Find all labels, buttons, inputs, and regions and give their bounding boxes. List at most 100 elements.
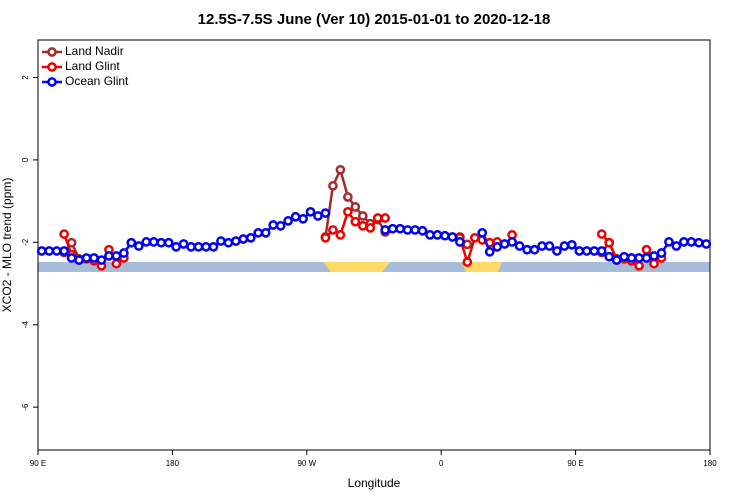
data-point: [141, 237, 152, 247]
y-tick-label: -4: [21, 321, 30, 329]
x-tick-label: 90 E: [30, 459, 46, 468]
data-point: [693, 237, 704, 248]
data-point: [686, 237, 697, 247]
data-point: [119, 248, 129, 258]
data-point: [350, 216, 361, 227]
legend-marker: [47, 77, 57, 87]
data-point: [335, 164, 346, 175]
y-tick-label: 2: [21, 75, 30, 80]
surface-band: [38, 262, 710, 272]
legend-label: Land Nadir: [65, 44, 124, 58]
x-tick-label: 180: [703, 459, 717, 468]
x-tick-label: 0: [439, 459, 444, 468]
data-point: [186, 242, 196, 252]
data-point: [380, 213, 391, 223]
data-point: [432, 230, 443, 240]
data-point: [552, 246, 562, 256]
data-point: [268, 220, 279, 230]
data-point: [402, 225, 413, 235]
data-point: [313, 211, 323, 221]
data-point: [581, 246, 592, 256]
data-point: [253, 227, 264, 238]
data-point: [447, 232, 458, 242]
data-point: [357, 211, 368, 221]
data-point: [328, 181, 338, 191]
data-point: [484, 246, 495, 257]
data-point: [574, 246, 585, 256]
y-tick-label: -2: [21, 238, 30, 246]
data-point: [589, 246, 600, 256]
data-point: [193, 242, 204, 252]
data-point: [343, 192, 353, 202]
data-point: [290, 211, 301, 222]
data-point: [320, 232, 331, 243]
data-point: [626, 253, 637, 263]
data-point: [59, 229, 69, 239]
data-point: [74, 255, 84, 265]
data-point: [514, 241, 525, 251]
data-point: [507, 237, 517, 247]
x-tick-label: 180: [166, 459, 180, 468]
legend-label: Ocean Glint: [65, 74, 129, 88]
data-point: [111, 251, 122, 261]
data-point: [649, 251, 659, 261]
data-point: [567, 239, 577, 250]
data-point: [245, 232, 256, 243]
land-patch: [323, 262, 390, 272]
y-axis-label: XCO2 - MLO trend (ppm): [0, 178, 14, 313]
data-point: [201, 242, 211, 252]
data-point: [343, 206, 353, 217]
data-point: [178, 239, 189, 249]
data-point: [529, 244, 540, 255]
data-point: [611, 255, 622, 265]
data-point: [156, 237, 167, 248]
data-point: [440, 230, 450, 241]
data-point: [425, 230, 435, 240]
data-point: [671, 241, 682, 251]
data-point: [417, 225, 428, 236]
y-tick-label: 0: [21, 157, 30, 162]
data-point: [604, 251, 615, 262]
x-tick-label: 90 W: [297, 459, 316, 468]
data-point: [544, 241, 555, 251]
x-axis-label: Longitude: [348, 476, 401, 490]
data-point: [51, 246, 62, 256]
x-tick-label: 90 E: [567, 459, 583, 468]
data-point: [133, 241, 144, 251]
data-point: [260, 227, 271, 238]
data-point: [462, 257, 473, 267]
data-point: [89, 253, 99, 263]
data-point: [372, 213, 383, 223]
data-point: [664, 237, 674, 247]
land-patch: [462, 262, 502, 272]
data-point: [320, 208, 331, 218]
legend-label: Land Glint: [65, 59, 120, 73]
data-point: [410, 225, 420, 235]
legend-marker: [47, 62, 57, 72]
data-point: [104, 251, 114, 261]
data-point: [477, 227, 488, 238]
data-point: [679, 237, 689, 247]
data-point: [537, 241, 547, 251]
data-point: [455, 237, 465, 247]
data-point: [387, 223, 398, 234]
data-point: [596, 229, 607, 239]
data-point: [66, 253, 77, 263]
data-point: [148, 237, 159, 247]
data-point: [641, 253, 652, 263]
data-point: [619, 251, 629, 262]
data-point: [641, 244, 652, 255]
data-point: [634, 260, 644, 271]
data-point: [596, 246, 607, 256]
data-point: [305, 206, 316, 217]
data-point: [604, 237, 615, 248]
data-point: [111, 258, 122, 269]
data-point: [216, 236, 226, 246]
data-point: [223, 237, 234, 248]
data-point: [275, 220, 286, 231]
data-point: [96, 255, 107, 265]
data-point: [298, 213, 308, 224]
data-point: [492, 242, 503, 252]
